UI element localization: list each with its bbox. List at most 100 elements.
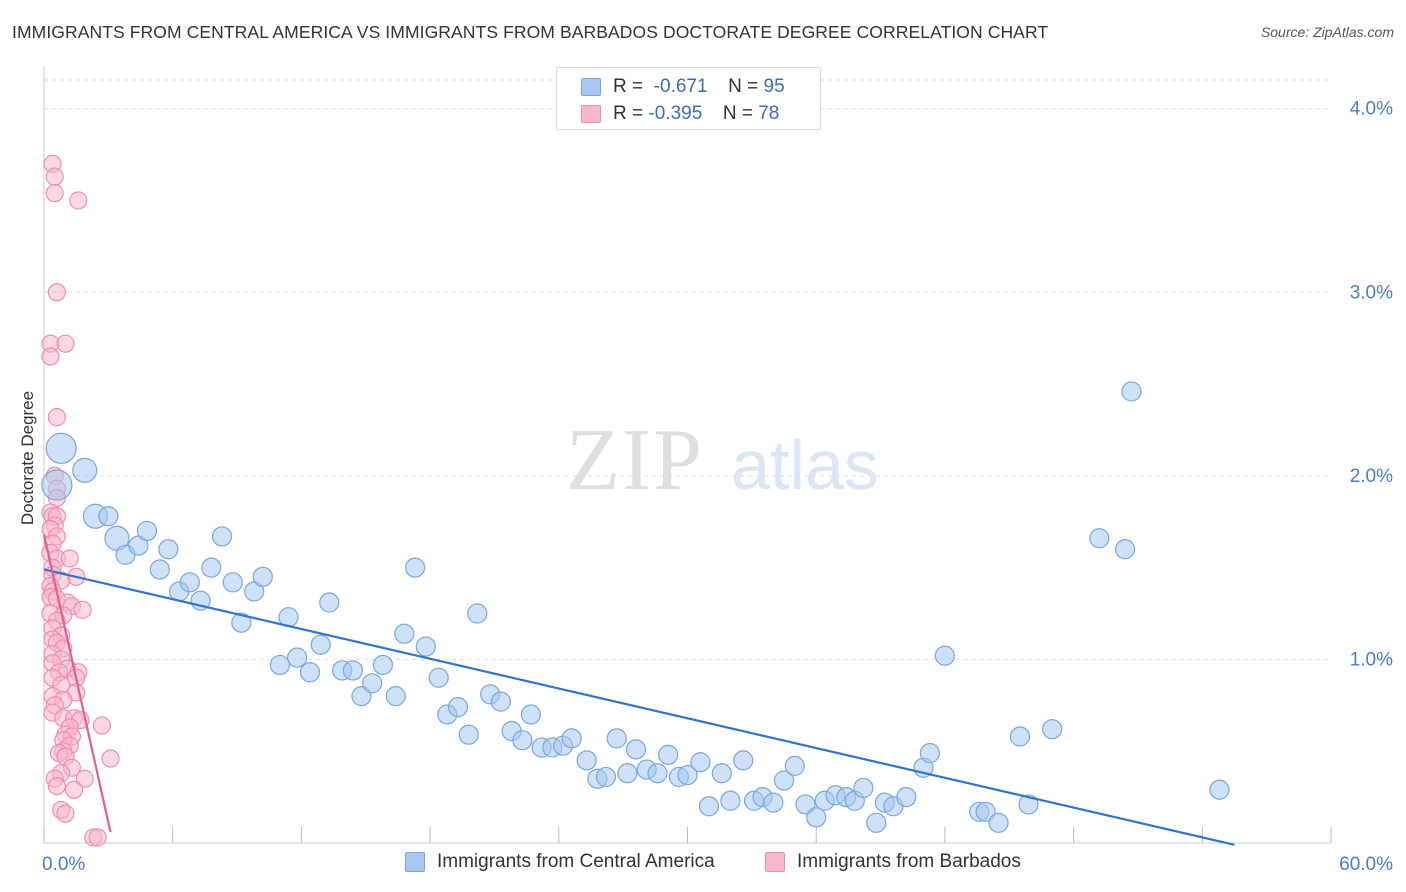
central-america-point <box>1121 381 1142 402</box>
watermark-zip: ZIP <box>566 412 704 509</box>
central-america-point <box>576 750 597 771</box>
barbados-point <box>73 600 92 619</box>
central-america-point <box>310 634 331 655</box>
central-america-point <box>149 559 170 580</box>
barbados-point <box>75 769 94 788</box>
central-america-point <box>720 790 741 811</box>
legend-label: Immigrants from Barbados <box>797 851 1021 872</box>
trend-lines <box>42 534 1235 846</box>
central-america-point <box>252 566 273 587</box>
r-label: R = <box>613 103 644 124</box>
central-america-point <box>269 654 291 676</box>
central-america-point <box>158 539 179 560</box>
barbados-point <box>56 804 75 823</box>
central-america-point <box>806 807 827 828</box>
central-america-point <box>733 750 754 771</box>
chart-title: IMMIGRANTS FROM CENTRAL AMERICA VS IMMIG… <box>12 22 1049 42</box>
barbados-point <box>64 780 84 799</box>
n-value: 78 <box>758 103 780 124</box>
central-america-point <box>617 763 638 784</box>
central-america-points <box>41 381 1230 833</box>
central-america-point <box>467 603 488 624</box>
y-axis-label: Doctorate Degree <box>18 391 37 525</box>
central-america-point <box>447 697 469 718</box>
central-america-point <box>490 691 511 712</box>
central-america-point <box>520 704 542 725</box>
central-america-point <box>625 739 647 760</box>
central-america-point <box>773 770 795 791</box>
central-america-point <box>231 612 252 633</box>
central-america-point <box>385 686 406 707</box>
central-america-point <box>428 667 449 688</box>
central-america-point <box>287 647 308 668</box>
central-america-point <box>1209 779 1230 800</box>
barbados-point <box>45 184 64 203</box>
source-label: Source: ZipAtlas.com <box>1260 24 1394 40</box>
blue-swatch <box>405 852 425 872</box>
blue-swatch <box>581 78 601 96</box>
central-america-point <box>1114 539 1136 560</box>
central-america-point <box>415 636 436 657</box>
barbados-point <box>92 716 112 735</box>
barbados-point <box>47 776 66 796</box>
central-america-point <box>41 469 73 501</box>
central-america-point <box>711 763 732 784</box>
central-america-point <box>211 526 233 547</box>
axes <box>43 66 1332 844</box>
n-label: N = <box>722 103 753 124</box>
central-america-point <box>763 792 784 813</box>
central-america-point <box>561 728 582 749</box>
central-america-point <box>98 506 119 527</box>
n-label: N = <box>728 76 759 97</box>
central-america-point <box>179 572 200 593</box>
legend-row-barbados: R = -0.395 N = 78 <box>581 101 779 127</box>
series-legend: Immigrants from Central America Immigran… <box>0 851 1406 877</box>
central-america-point <box>934 645 956 666</box>
central-america-point <box>362 673 383 694</box>
central-america-point <box>853 777 874 799</box>
grid-lines <box>44 79 1331 660</box>
central-america-point <box>1042 719 1063 740</box>
y-tick-label: 4.0% <box>1350 99 1393 120</box>
legend-label: Immigrants from Central America <box>437 851 715 872</box>
central-america-point <box>975 801 996 822</box>
r-value: -0.395 <box>648 103 703 124</box>
barbados-point <box>56 334 75 353</box>
barbados-point <box>88 828 107 847</box>
legend-item-central-america[interactable]: Immigrants from Central America <box>405 851 715 873</box>
central-america-point <box>919 742 940 764</box>
barbados-point <box>45 167 64 186</box>
central-america-point <box>866 812 887 833</box>
x-tick-label-min: 0.0% <box>42 854 85 875</box>
y-tick-label: 1.0% <box>1350 649 1393 670</box>
legend-item-barbados[interactable]: Immigrants from Barbados <box>765 851 1021 873</box>
central-america-point <box>595 766 617 788</box>
barbados-points <box>41 154 120 847</box>
central-america-point <box>606 728 627 749</box>
barbados-point <box>47 408 66 427</box>
central-america-point <box>458 724 479 745</box>
central-america-point <box>690 752 711 773</box>
central-america-point <box>698 796 720 817</box>
central-america-point <box>512 730 533 751</box>
central-america-trend-line <box>43 568 1235 846</box>
central-america-point <box>658 744 679 765</box>
barbados-point <box>41 347 60 366</box>
legend-row-central-america: R = -0.671 N = 95 <box>581 74 785 100</box>
r-value: -0.671 <box>653 76 708 97</box>
watermark-atlas: atlas <box>731 426 879 504</box>
y-tick-label: 3.0% <box>1350 282 1393 303</box>
central-america-point <box>45 432 77 464</box>
barbados-point <box>101 749 120 768</box>
central-america-point <box>784 755 805 777</box>
central-america-point <box>896 787 917 808</box>
central-america-point <box>647 763 668 784</box>
central-america-point <box>319 592 340 613</box>
n-value: 95 <box>763 76 785 97</box>
central-america-point <box>372 654 394 676</box>
barbados-point <box>69 191 88 210</box>
central-america-point <box>404 557 426 578</box>
central-america-point <box>222 572 243 593</box>
barbados-point <box>47 283 66 302</box>
central-america-point <box>677 764 698 786</box>
